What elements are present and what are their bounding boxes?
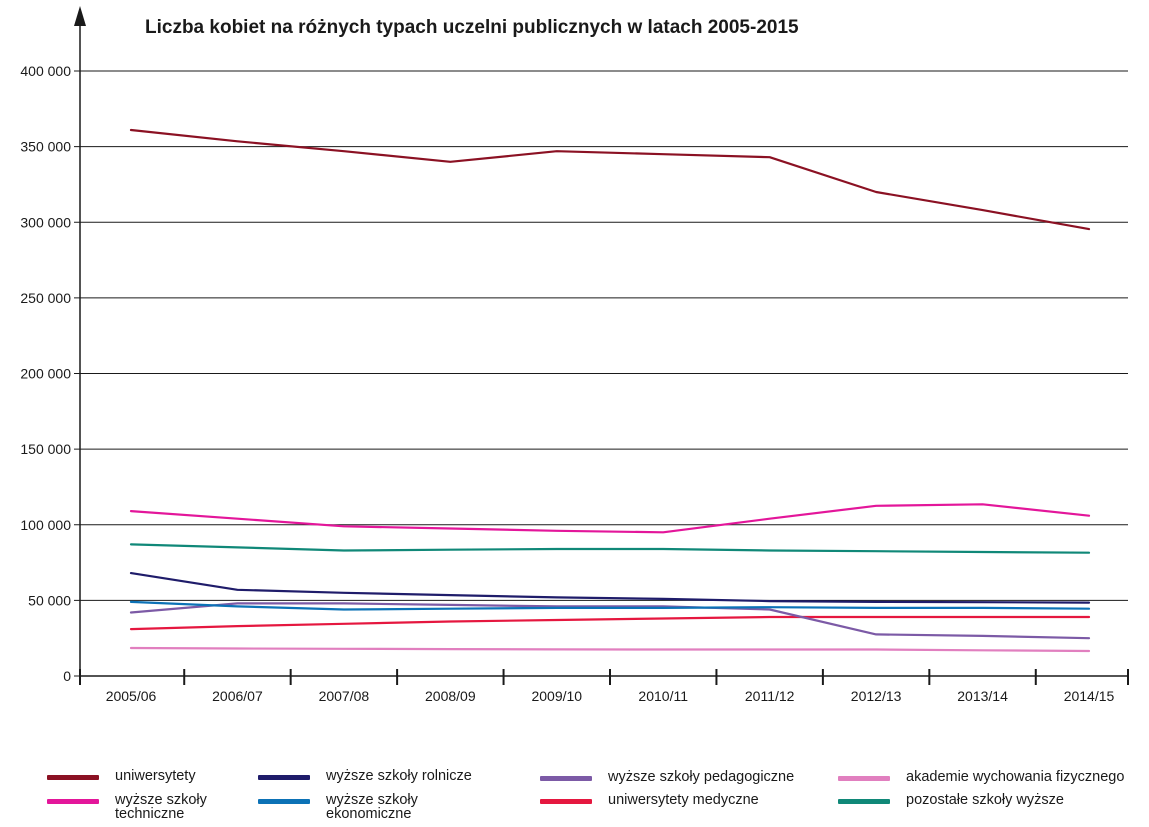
series-line-uniwersytety [129, 128, 1091, 231]
x-tick-label: 2008/09 [425, 688, 476, 704]
y-tick-label: 0 [63, 668, 71, 684]
series-line-wy-sze-szko-y-ekonomiczne [129, 600, 1091, 611]
y-tick-label: 200 000 [20, 366, 71, 382]
y-tick-label: 400 000 [20, 63, 71, 79]
y-tick-label: 350 000 [20, 139, 71, 155]
y-axis-arrow [74, 6, 86, 26]
series-line-akademie-wychowania-fizycznego [129, 646, 1091, 653]
series-line-uniwersytety-medyczne [129, 615, 1091, 631]
x-tick-label: 2007/08 [319, 688, 370, 704]
x-tick-label: 2009/10 [531, 688, 582, 704]
series-line-wy-sze-szko-y-rolnicze [129, 571, 1091, 604]
x-tick-label: 2012/13 [851, 688, 902, 704]
x-tick-label: 2011/12 [745, 688, 795, 704]
series-line-wy-sze-szko-y-techniczne [129, 503, 1091, 534]
series-line-wy-sze-szko-y-pedagogiczne [129, 602, 1091, 640]
axes: 0 50 000 100 000 150 000 200 000 250 000 300 0… [20, 6, 1129, 704]
y-tick-label: 150 000 [20, 441, 71, 457]
y-tick-label: 250 000 [20, 290, 71, 306]
series-lines [129, 128, 1091, 653]
y-tick-label: 100 000 [20, 517, 71, 533]
x-tick-label: 2014/15 [1064, 688, 1115, 704]
series-line-pozosta-e-szko-y-wy-sze [129, 543, 1091, 554]
y-tick-label: 50 000 [28, 592, 71, 608]
gridlines [80, 70, 1128, 601]
chart-title: Liczba kobiet na różnych typach uczelni … [145, 17, 799, 38]
x-tick-label: 2005/06 [106, 688, 157, 704]
y-tick-label: 300 000 [20, 214, 71, 230]
x-tick-label: 2010/11 [638, 688, 688, 704]
x-tick-label: 2006/07 [212, 688, 263, 704]
x-tick-label: 2013/14 [957, 688, 1008, 704]
